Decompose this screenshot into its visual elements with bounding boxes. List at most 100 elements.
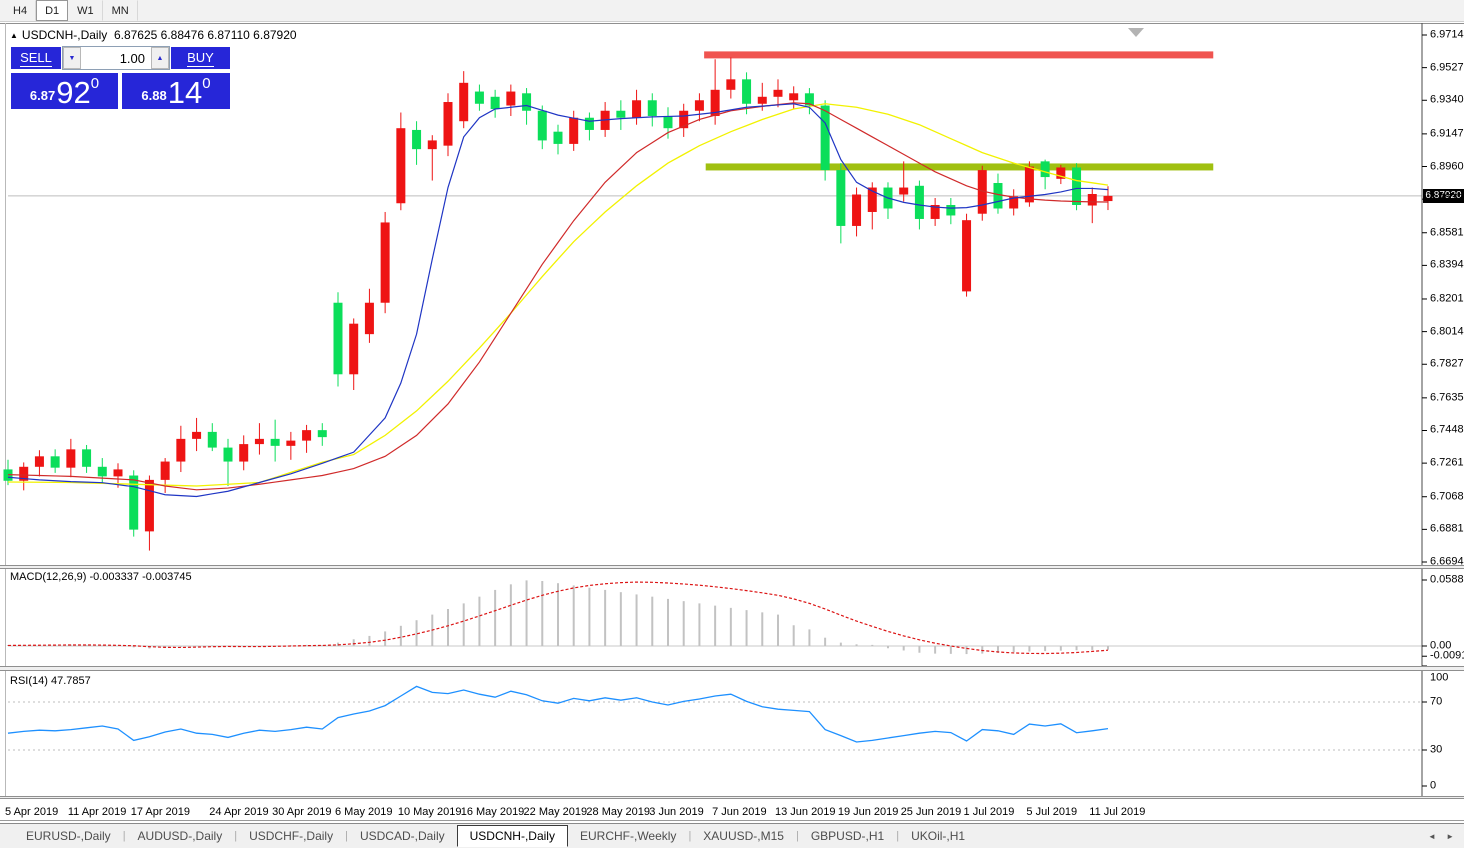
candle-body [97,466,107,477]
ma-fast_blue-line [7,103,1109,498]
price-axis-label: 6.70685 [1430,490,1464,503]
chart-tab-usdchf-daily[interactable]: USDCHF-,Daily [249,829,334,843]
buy-button[interactable]: BUY [170,46,231,70]
candle-body [443,102,453,146]
candle-body [584,117,594,130]
price-axis-label: 6.82015 [1430,292,1464,305]
price-axis-label: 6.78275 [1430,357,1464,370]
candle-body [663,115,673,129]
chart-tab-usdcnh-daily[interactable]: USDCNH-,Daily [456,825,568,847]
date-axis-label: 11 Jul 2019 [1089,806,1146,818]
candle-body [632,100,642,118]
price-axis-label: 6.91475 [1430,127,1464,140]
price-axis-label: 6.89605 [1430,160,1464,172]
ma-mid_red-line [7,102,1108,491]
candle-body [694,100,704,111]
price-axis-label: 6.68815 [1430,522,1464,535]
timeframe-button-w1[interactable]: W1 [68,0,103,21]
candle-body [553,131,563,144]
candle-body [364,302,374,335]
price-axis-label: 6.76350 [1430,391,1464,404]
chart-tab-bar: EURUSD-,Daily | AUDUSD-,Daily | USDCHF-,Dail… [0,823,1464,848]
candle-body [852,194,862,226]
chart-autoscroll-marker-icon[interactable] [1128,28,1144,37]
timeframe-button-d1[interactable]: D1 [36,0,69,21]
date-axis-label: 6 May 2019 [334,806,393,818]
timeframe-button-mn[interactable]: MN [103,0,138,21]
candle-body [349,323,359,375]
macd-axis-label: 0.00 [1430,639,1452,652]
tab-separator: | [795,830,799,842]
buy-price-quote[interactable]: 6.88 14 0 [121,72,231,110]
candle-body [113,469,123,477]
candle-body [867,187,877,212]
volume-decrease-icon[interactable]: ▼ [63,47,81,69]
chart-tab-ukoil-h1[interactable]: UKOil-,H1 [911,829,966,843]
candle-body [679,110,689,129]
tab-scroll-arrows-icon[interactable]: ◄ ► [1427,832,1458,841]
date-axis-label: 5 Apr 2019 [5,806,59,818]
candle-body [286,440,296,446]
candle-body [144,479,154,532]
tab-separator: | [896,830,900,842]
ma-slow_yellow-line [7,103,1109,487]
panel-divider-macd-rsi[interactable] [0,666,1464,671]
candle-body [710,89,720,116]
candle-body [1024,166,1034,203]
price-axis-label: 6.87735 [1430,192,1464,205]
candle-body [207,431,217,448]
chart-symbol-period: USDCNH-,Daily [21,28,108,42]
current-price-tag: 6.87920 [1423,188,1464,203]
date-axis-label: 17 Apr 2019 [130,806,191,818]
date-axis-label: 5 Jul 2019 [1026,806,1078,818]
price-axis-label: 6.93400 [1430,93,1464,106]
price-axis-label: 6.83940 [1430,258,1464,271]
tab-separator: | [234,830,238,842]
chart-tab-eurchf-weekly[interactable]: EURCHF-,Weekly [579,829,677,843]
volume-increase-icon[interactable]: ▲ [151,47,169,69]
date-axis-label: 13 Jun 2019 [774,806,836,818]
candle-body [254,438,264,445]
candle-body [34,456,44,467]
candle-body [1103,195,1113,202]
timeframe-button-h4[interactable]: H4 [4,0,37,21]
candle-body [742,79,752,104]
candle-body [977,170,987,214]
rsi-axis-label: 70 [1430,695,1443,708]
support-line[interactable] [705,163,1214,171]
chart-window-border-left [5,23,6,821]
candle-body [757,96,767,104]
chart-tab-audusd-daily[interactable]: AUDUSD-,Daily [137,829,223,843]
sell-price-quote[interactable]: 6.87 92 0 [10,72,119,110]
macd-signal-line [7,581,1109,655]
chart-window-border [0,23,1464,24]
candle-body [396,128,406,204]
candle-body [19,466,29,481]
candle-body [490,96,500,110]
panel-divider-main-macd[interactable] [0,565,1464,569]
resistance-line[interactable] [704,51,1214,59]
volume-input[interactable]: 1.00 [119,50,145,66]
chart-tab-xauusd-m15[interactable]: XAUUSD-,M15 [703,829,784,843]
price-axis-label: 6.74480 [1430,423,1464,436]
collapse-triangle-icon[interactable]: ▲ [10,31,18,40]
one-click-trade-panel: SELL ▼ 1.00 ▲ BUY 6.87 92 0 6.88 14 0 [10,46,231,110]
date-axis-label: 28 May 2019 [586,806,651,818]
candle-body [836,170,846,226]
price-axis-label: 6.85810 [1430,226,1464,239]
candle-body [380,222,390,303]
chart-tab-usdcad-daily[interactable]: USDCAD-,Daily [359,829,445,843]
panel-divider-rsi-dates [0,796,1464,799]
candle-body [1072,167,1082,205]
chart-tab-gbpusd-h1[interactable]: GBPUSD-,H1 [810,829,885,843]
date-axis-label: 11 Apr 2019 [67,806,127,818]
date-axis-label: 1 Jul 2019 [963,806,1015,818]
candle-body [899,187,909,195]
candle-body [223,447,233,462]
date-axis-label: 7 Jun 2019 [712,806,767,818]
tab-separator: | [345,830,348,842]
sell-button[interactable]: SELL [10,46,62,70]
date-axis[interactable] [0,799,1464,821]
chart-tab-eurusd-daily[interactable]: EURUSD-,Daily [26,829,111,843]
